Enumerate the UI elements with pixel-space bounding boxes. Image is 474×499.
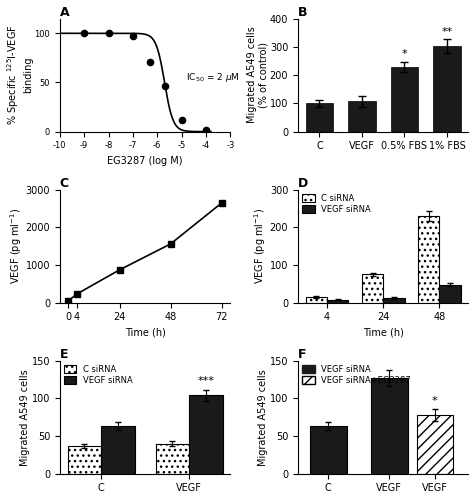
Bar	[418, 216, 439, 303]
Y-axis label: VEGF (pg ml$^{-1}$): VEGF (pg ml$^{-1}$)	[8, 208, 24, 284]
Text: IC$_{50}$ = 2 $\mu$M: IC$_{50}$ = 2 $\mu$M	[186, 71, 240, 84]
Bar	[189, 395, 223, 474]
Text: ***: ***	[197, 376, 214, 386]
Y-axis label: Migrated A549 cells: Migrated A549 cells	[20, 369, 30, 466]
Text: **: **	[441, 27, 453, 37]
Text: B: B	[298, 5, 308, 18]
Y-axis label: % Specific $^{125}$I-VEGF
binding: % Specific $^{125}$I-VEGF binding	[6, 25, 33, 125]
Legend: C siRNA, VEGF siRNA: C siRNA, VEGF siRNA	[64, 365, 133, 385]
Bar	[371, 378, 408, 474]
Bar	[362, 274, 383, 303]
Text: *: *	[401, 49, 407, 59]
Bar	[417, 415, 453, 474]
Bar	[391, 66, 418, 132]
Bar	[306, 103, 333, 132]
Bar	[306, 297, 327, 303]
X-axis label: EG3287 (log M): EG3287 (log M)	[107, 156, 183, 166]
Bar	[433, 46, 461, 132]
Text: D: D	[298, 177, 308, 190]
Y-axis label: VEGF (pg ml$^{-1}$): VEGF (pg ml$^{-1}$)	[253, 208, 268, 284]
Bar	[310, 426, 346, 474]
Legend: C siRNA, VEGF siRNA: C siRNA, VEGF siRNA	[302, 194, 371, 214]
Bar	[439, 285, 461, 303]
Bar	[327, 300, 348, 303]
Legend: VEGF siRNA, VEGF siRNA+EG3287: VEGF siRNA, VEGF siRNA+EG3287	[302, 365, 411, 385]
Bar	[68, 446, 101, 474]
Y-axis label: Migrated A549 cells: Migrated A549 cells	[258, 369, 268, 466]
X-axis label: Time (h): Time (h)	[363, 328, 404, 338]
Text: *: *	[432, 396, 438, 406]
Text: C: C	[60, 177, 69, 190]
Bar	[155, 444, 189, 474]
Bar	[101, 426, 135, 474]
Text: F: F	[298, 348, 306, 361]
Bar	[348, 101, 376, 132]
Text: A: A	[60, 5, 70, 18]
Text: E: E	[60, 348, 68, 361]
Y-axis label: Migrated A549 cells
(% of control): Migrated A549 cells (% of control)	[246, 27, 268, 123]
X-axis label: Time (h): Time (h)	[125, 328, 165, 338]
Bar	[383, 298, 404, 303]
